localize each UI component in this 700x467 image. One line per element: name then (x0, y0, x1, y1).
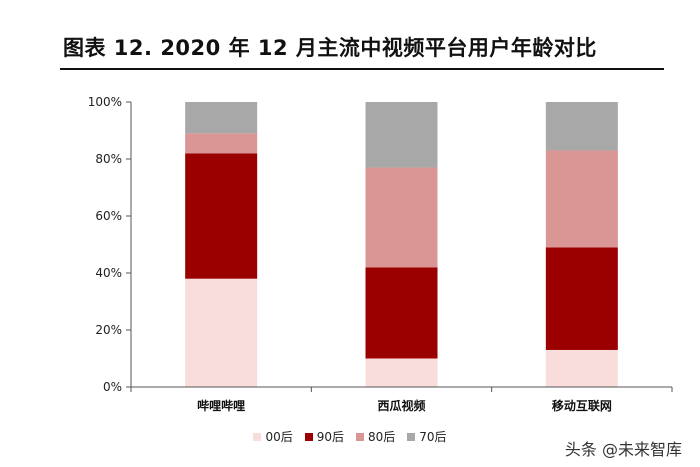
y-tick-label: 0% (103, 380, 122, 394)
bar-segment-90后 (545, 247, 618, 350)
bar-segment-00后 (185, 278, 258, 387)
legend-label: 80后 (368, 430, 396, 444)
y-tick-label: 80% (95, 152, 122, 166)
chart-title: 图表 12. 2020 年 12 月主流中视频平台用户年龄对比 (63, 36, 597, 60)
x-tick-label: 西瓜视频 (377, 398, 425, 413)
bar-segment-70后 (185, 102, 258, 134)
legend-swatch (304, 432, 313, 441)
bar-segment-00后 (545, 349, 618, 387)
bar-segment-00后 (365, 358, 438, 387)
bar-segment-80后 (365, 167, 438, 268)
y-tick-label: 20% (95, 323, 122, 337)
bar-segment-80后 (185, 133, 258, 154)
legend-swatch (253, 432, 262, 441)
legend-swatch (407, 432, 416, 441)
legend-item: 80后 (356, 428, 395, 445)
bar-segment-70后 (545, 102, 618, 151)
legend-label: 90后 (316, 430, 344, 444)
x-tick-label: 移动互联网 (552, 398, 612, 413)
legend-swatch (356, 432, 364, 441)
bar-segment-90后 (185, 153, 258, 279)
legend-label: 70后 (419, 430, 447, 444)
bars (185, 102, 618, 387)
bar-segment-90后 (365, 267, 438, 359)
legend: 00后 90后 80后 70后 (0, 428, 700, 445)
title-underline (60, 68, 664, 70)
y-tick-label: 100% (88, 95, 122, 109)
watermark: 头条 @未来智库 (564, 440, 682, 459)
legend-item: 90后 (304, 428, 344, 445)
y-axis: 0% 20% 40% 60% 80% 100% (88, 95, 132, 394)
legend-item: 00后 (253, 428, 293, 445)
x-axis: 哔哩哔哩 西瓜视频 移动互联网 (130, 386, 673, 413)
y-tick-label: 60% (95, 209, 122, 223)
bar-segment-80后 (545, 150, 618, 248)
x-tick-label: 哔哩哔哩 (197, 398, 245, 413)
y-tick-label: 40% (95, 266, 122, 280)
bar-segment-70后 (365, 102, 438, 168)
legend-label: 00后 (265, 430, 293, 444)
legend-item: 70后 (407, 428, 447, 445)
